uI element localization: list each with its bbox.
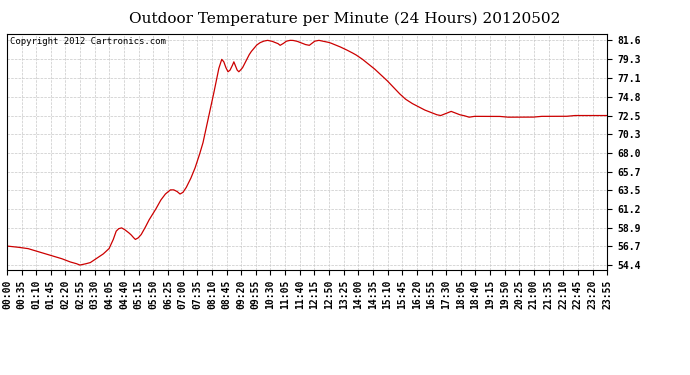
Text: Copyright 2012 Cartronics.com: Copyright 2012 Cartronics.com [10,37,166,46]
Text: Outdoor Temperature per Minute (24 Hours) 20120502: Outdoor Temperature per Minute (24 Hours… [129,11,561,26]
